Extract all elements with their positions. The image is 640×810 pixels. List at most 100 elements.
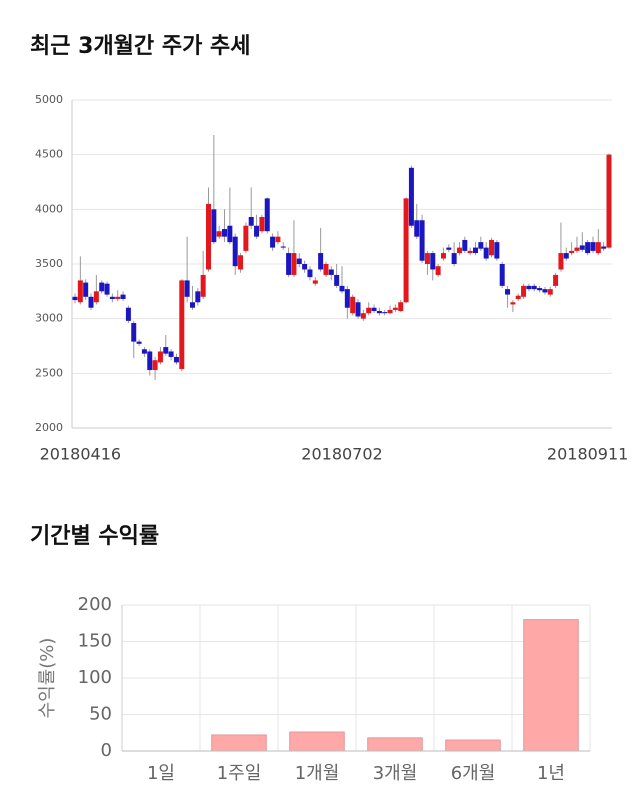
candle-body: [275, 236, 281, 243]
y-tick-label: 200: [78, 594, 112, 615]
candle-body: [216, 231, 222, 237]
candle-body: [350, 296, 356, 314]
candle-body: [248, 216, 254, 226]
candle-body: [494, 242, 500, 259]
candle-body: [360, 313, 366, 319]
candle-body: [280, 246, 286, 248]
x-tick-label: 20180911: [547, 445, 628, 464]
candle-body: [88, 296, 94, 308]
candle-body: [152, 360, 158, 371]
candle-body: [136, 341, 142, 344]
bar: [523, 619, 579, 752]
candle-body: [109, 296, 115, 299]
x-tick-label: 3개월: [373, 763, 418, 784]
candle-body: [366, 307, 372, 314]
y-tick-label: 100: [78, 667, 112, 688]
x-tick-label: 1개월: [295, 763, 340, 784]
candle-body: [232, 236, 238, 267]
candle-body: [435, 266, 441, 275]
candle-body: [173, 356, 179, 363]
candle-body: [259, 216, 265, 232]
candle-body: [414, 220, 420, 237]
candle-body: [147, 351, 153, 371]
candle-body: [318, 253, 324, 270]
candle-body: [328, 269, 334, 275]
candle-body: [392, 307, 398, 310]
candle-body: [141, 349, 147, 354]
candle-body: [179, 280, 185, 369]
candle-body: [77, 280, 83, 303]
candle-body: [339, 285, 345, 292]
candle-body: [499, 264, 505, 286]
x-tick-label: 1주일: [217, 763, 262, 784]
candle-body: [569, 250, 575, 254]
bar: [445, 739, 501, 752]
candle-body: [456, 247, 462, 254]
y-axis-label: 수익률(%): [37, 638, 58, 719]
candle-body: [120, 294, 126, 299]
bar: [211, 734, 267, 752]
bar: [367, 737, 423, 752]
candle-body: [195, 291, 201, 303]
chart-title: 최근 3개월간 주가 추세: [30, 34, 250, 59]
y-tick-label: 2000: [35, 421, 63, 434]
x-tick-label: 1년: [537, 763, 565, 784]
candle-body: [579, 245, 585, 250]
candle-body: [547, 289, 553, 295]
candle-body: [403, 198, 409, 303]
candle-body: [563, 253, 569, 259]
y-tick-label: 150: [78, 631, 112, 652]
candle-body: [238, 255, 244, 270]
candle-body: [200, 274, 206, 297]
candle-body: [601, 246, 607, 249]
candle-body: [542, 289, 548, 293]
x-tick-label: 20180702: [301, 445, 382, 464]
candle-body: [227, 225, 233, 243]
bar: [289, 731, 345, 752]
candle-body: [163, 347, 169, 354]
candle-body: [382, 312, 388, 314]
candle-body: [606, 154, 612, 248]
candle-body: [408, 167, 414, 226]
candle-body: [189, 302, 195, 308]
candle-body: [296, 258, 302, 264]
candle-body: [355, 302, 361, 317]
candle-body: [371, 307, 377, 312]
candle-body: [270, 236, 276, 248]
candle-body: [590, 242, 596, 251]
candle-body: [376, 311, 382, 314]
candle-body: [574, 247, 580, 251]
candle-body: [334, 274, 340, 286]
candle-body: [430, 253, 436, 270]
candle-body: [291, 253, 297, 275]
candle-body: [131, 323, 137, 342]
candle-body: [344, 289, 350, 308]
candle-body: [323, 264, 329, 275]
candle-body: [462, 239, 468, 251]
candle-body: [473, 247, 478, 254]
y-tick-label: 50: [89, 704, 112, 725]
candle-body: [387, 309, 393, 314]
candle-body: [254, 225, 260, 237]
candle-body: [515, 295, 521, 299]
candle-body: [211, 209, 217, 243]
candle-body: [558, 253, 564, 270]
candle-body: [419, 220, 425, 261]
candle-body: [467, 250, 473, 254]
y-tick-label: 0: [101, 740, 112, 761]
candle-body: [451, 253, 457, 264]
candle-body: [526, 285, 532, 290]
candle-body: [206, 203, 211, 270]
candle-body: [83, 282, 89, 297]
candle-body: [222, 229, 228, 237]
candle-body: [104, 283, 110, 295]
candle-body: [478, 242, 484, 249]
candle-body: [398, 302, 404, 312]
candle-body: [243, 225, 249, 251]
candle-body: [168, 351, 174, 357]
chart-title: 기간별 수익률: [30, 524, 159, 549]
x-tick-label: 1일: [147, 763, 175, 784]
candle-body: [99, 282, 105, 292]
x-tick-label: 6개월: [451, 763, 496, 784]
